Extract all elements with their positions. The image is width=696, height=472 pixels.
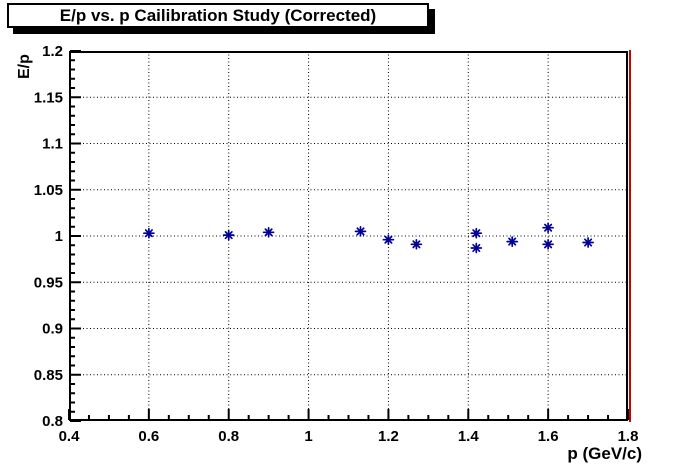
plot-title-box: E/p vs. p Cailibration Study (Corrected) — [7, 3, 429, 28]
x-tick-label: 1.4 — [458, 428, 480, 445]
data-point-marker — [410, 238, 423, 250]
data-point-marker — [143, 227, 155, 239]
data-points — [143, 222, 594, 254]
data-point-marker — [506, 236, 519, 247]
data-point-marker — [542, 238, 554, 250]
x-tick-label: 1.6 — [538, 428, 559, 445]
x-tick-label: 1.2 — [378, 428, 399, 445]
y-tick-label: 0.9 — [42, 321, 63, 338]
data-point-marker — [222, 229, 235, 241]
plot-frame — [69, 50, 631, 422]
y-tick-label: 0.8 — [42, 413, 63, 430]
data-point-marker — [470, 242, 483, 254]
data-point-marker — [470, 227, 483, 239]
data-point-marker — [582, 237, 594, 248]
x-tick-label: 0.8 — [218, 428, 239, 445]
y-tick-label: 0.85 — [34, 367, 63, 384]
data-point-marker — [382, 234, 395, 246]
y-tick-label: 1.2 — [42, 43, 63, 60]
y-tick-label: 1 — [55, 228, 63, 245]
y-axis-title: E/p — [16, 54, 33, 79]
y-tick-label: 0.95 — [34, 274, 63, 291]
data-point-marker — [262, 226, 275, 238]
axis-titles: p (GeV/c) E/p — [16, 54, 642, 463]
x-tick-label: 1 — [304, 428, 312, 445]
data-point-marker — [542, 222, 554, 234]
x-axis-title: p (GeV/c) — [567, 444, 642, 463]
x-tick-label: 0.4 — [59, 428, 81, 445]
y-tick-label: 1.15 — [34, 89, 63, 106]
x-tick-labels: 0.4 0.6 0.8 1 1.2 1.4 1.6 1.8 — [59, 428, 639, 445]
y-tick-label: 1.05 — [34, 182, 63, 199]
y-tick-label: 1.1 — [42, 136, 63, 153]
data-point-marker — [354, 226, 367, 237]
x-tick-label: 0.6 — [138, 428, 159, 445]
y-tick-labels: 0.8 0.85 0.9 0.95 1 1.05 1.1 1.15 1.2 — [34, 43, 63, 430]
x-tick-label: 1.8 — [618, 428, 639, 445]
plot-title: E/p vs. p Cailibration Study (Corrected) — [59, 5, 377, 25]
grid-lines — [69, 51, 628, 421]
